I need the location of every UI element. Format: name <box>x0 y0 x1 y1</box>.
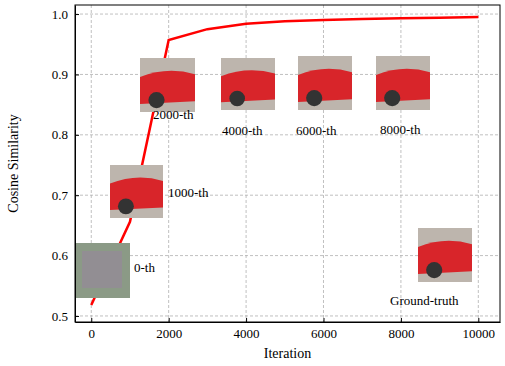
thumbnail <box>298 56 352 110</box>
tick-label: 8000 <box>388 326 414 341</box>
tick-mark <box>246 318 247 322</box>
tick-label: 4000 <box>234 326 260 341</box>
thumbnail <box>418 228 472 282</box>
annotation: 2000-th <box>153 107 194 122</box>
thumbnail-noise <box>82 251 122 288</box>
tick: 0 <box>89 318 96 341</box>
grid <box>75 5 500 322</box>
thumbnail-bg <box>376 56 430 110</box>
grid-line <box>75 315 500 316</box>
tick-label: 10000 <box>463 326 496 341</box>
annotation: 0-th <box>134 260 155 275</box>
tick: 10000 <box>463 318 496 341</box>
grid-line <box>75 134 500 135</box>
tick-mark <box>323 318 324 322</box>
tick-mark <box>75 14 79 15</box>
thumbnail <box>376 56 430 110</box>
tick-label: 0.7 <box>52 188 69 203</box>
thumbnail <box>76 243 130 298</box>
thumbnail-bg <box>298 56 352 110</box>
x-axis: 0 2000 4000 6000 8000 10000 <box>76 318 501 341</box>
tick-label: 0.6 <box>52 248 69 263</box>
thumbnail-car <box>110 177 163 210</box>
tick-label: 0.8 <box>52 127 68 142</box>
thumbnail-car <box>298 69 352 102</box>
tick-mark <box>75 74 79 75</box>
thumbnail-bg <box>221 58 275 110</box>
annotation: 4000-th <box>222 123 263 138</box>
tick-label: 0.9 <box>52 67 68 82</box>
annotation: 1000-th <box>168 185 209 200</box>
grid-line <box>75 74 500 75</box>
thumbnail-wheel <box>384 90 400 106</box>
tick-mark <box>169 318 170 322</box>
y-axis-title: Cosine Similarity <box>6 114 21 212</box>
thumbnail-car <box>376 69 430 102</box>
series-line <box>91 17 478 305</box>
tick-label: 0 <box>89 326 96 341</box>
tick-label: 1.0 <box>52 7 68 22</box>
grid-line <box>323 5 324 322</box>
thumbnail-car <box>221 70 275 102</box>
x-axis-title: Iteration <box>264 346 311 361</box>
annotation: 6000-th <box>296 123 337 138</box>
annotations: 0-th 1000-th 2000-th 4000-th 6000-th 8000-th G… <box>76 56 472 308</box>
thumbnail <box>110 165 163 218</box>
annotation: 8000-th <box>380 122 421 137</box>
grid-line <box>400 5 401 322</box>
thumbnail-wheel <box>148 92 164 108</box>
thumbnail-bg <box>140 58 195 112</box>
tick-mark <box>401 318 402 322</box>
thumbnail-wheel <box>229 91 245 107</box>
plot-frame <box>75 5 500 322</box>
tick-label: 2000 <box>156 326 182 341</box>
thumbnail-wheel <box>426 262 442 278</box>
tick-mark <box>91 318 92 322</box>
grid-line <box>478 5 479 322</box>
tick-mark <box>478 318 479 322</box>
tick: 8000 <box>388 318 414 341</box>
grid-line <box>75 14 500 15</box>
annotation: Ground-truth <box>390 293 459 308</box>
tick-mark <box>75 195 79 196</box>
tick-mark <box>75 316 79 317</box>
thumbnail <box>221 58 275 110</box>
tick: 4000 <box>234 318 260 341</box>
thumbnail-wheel <box>118 198 134 214</box>
thumbnail-car <box>418 241 472 274</box>
thumbnail-wheel <box>306 90 322 106</box>
grid-line <box>246 5 247 322</box>
thumbnail-bg <box>110 165 163 218</box>
tick: 6000 <box>311 318 337 341</box>
grid-line <box>168 5 169 322</box>
tick-label: 0.5 <box>52 309 68 324</box>
thumbnail-bg <box>418 228 472 282</box>
tick-mark <box>75 135 79 136</box>
thumbnail-bg <box>76 243 130 298</box>
tick: 2000 <box>156 318 182 341</box>
thumbnail <box>140 58 195 112</box>
thumbnail-car <box>140 71 195 104</box>
tick-label: 6000 <box>311 326 337 341</box>
plot-area <box>91 17 478 305</box>
